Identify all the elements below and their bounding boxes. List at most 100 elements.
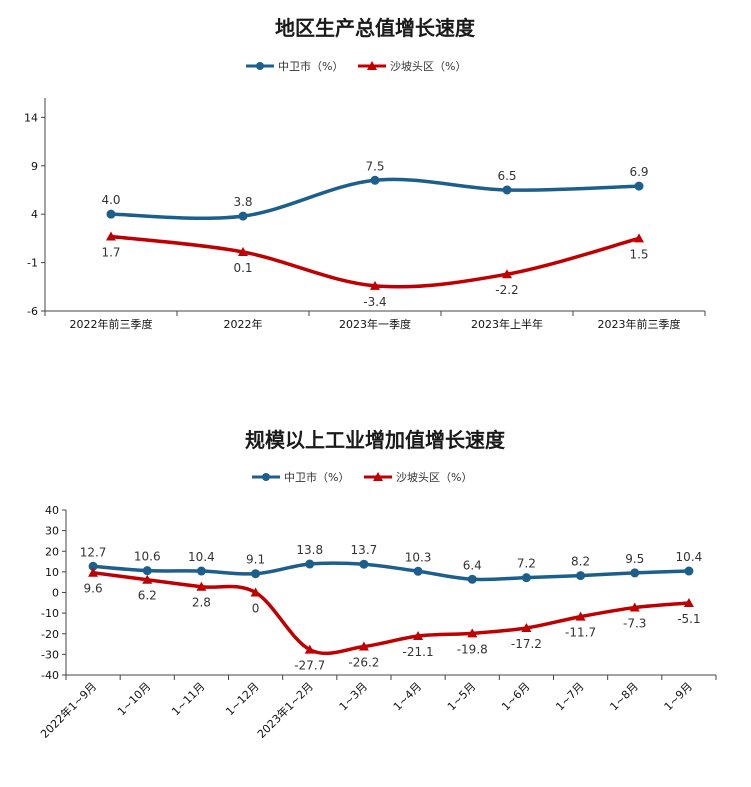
- chart1-legend-label-red: 沙坡头区（%）: [390, 60, 466, 73]
- data-point: [142, 574, 153, 584]
- data-point: [106, 231, 116, 241]
- x-tick-label: 1~4月: [391, 680, 424, 713]
- x-tick-label: 2023年1~2月: [254, 679, 316, 741]
- data-point: [575, 611, 586, 621]
- y-tick-label: 20: [45, 545, 59, 558]
- data-point: [413, 566, 423, 576]
- data-label: -11.7: [565, 626, 596, 640]
- y-tick-label: -6: [27, 305, 38, 318]
- data-label: 2.8: [192, 596, 211, 610]
- data-point: [634, 233, 644, 243]
- data-label: -21.1: [403, 645, 434, 659]
- data-label: 10.4: [676, 550, 703, 564]
- x-tick-label: 1~12月: [223, 680, 261, 718]
- data-point: [502, 185, 512, 195]
- x-tick-label: 1~3月: [337, 680, 370, 713]
- data-label: 9.1: [246, 553, 265, 567]
- data-point: [683, 598, 694, 608]
- data-point: [684, 566, 694, 576]
- chart1-legend: 中卫市（%） 沙坡头区（%）: [246, 59, 466, 73]
- data-label: -7.3: [623, 617, 646, 631]
- x-tick-label: 2023年一季度: [339, 317, 411, 331]
- x-tick-label: 1~5月: [445, 680, 478, 713]
- data-label: 13.8: [296, 543, 323, 557]
- y-tick-label: 30: [45, 525, 59, 538]
- y-tick-label: 4: [31, 208, 38, 221]
- data-label: -26.2: [348, 656, 379, 670]
- data-label: 12.7: [80, 545, 107, 559]
- y-tick-label: -20: [41, 628, 59, 641]
- data-label: -27.7: [294, 659, 325, 673]
- data-label: 0.1: [233, 261, 252, 275]
- data-label: 7.5: [365, 159, 384, 173]
- data-point: [467, 574, 477, 584]
- x-tick-label: 1~9月: [662, 680, 695, 713]
- x-tick-label: 2023年前三季度: [598, 317, 681, 331]
- chart1-title: 地区生产总值增长速度: [275, 16, 476, 40]
- industry-growth-chart: 规模以上工业增加值增长速度 中卫市（%） 沙坡头区（%） 40 30 20 10 0 -1…: [38, 428, 717, 741]
- y-tick-label: 10: [45, 566, 59, 579]
- x-tick-label: 1~6月: [499, 680, 532, 713]
- data-point: [304, 644, 315, 654]
- data-point: [250, 587, 261, 597]
- y-tick-label: 40: [45, 504, 59, 517]
- x-tick-label: 2023年上半年: [471, 317, 543, 331]
- data-label: -2.2: [495, 283, 518, 297]
- x-tick-label: 1~7月: [553, 680, 586, 713]
- data-point: [413, 631, 424, 641]
- data-point: [359, 559, 369, 569]
- x-tick-label: 2022年1~9月: [38, 679, 100, 741]
- series-line-shapotou: [91, 570, 691, 656]
- chart1-series: 4.0 3.8 7.5 6.5 6.9 1.7 0.1 -3.4 -2.2 1.5: [101, 159, 648, 309]
- data-label: 9.5: [625, 552, 644, 566]
- chart2-title: 规模以上工业增加值增长速度: [245, 428, 506, 452]
- data-label: 3.8: [233, 195, 252, 209]
- data-point: [521, 622, 532, 632]
- data-point: [196, 566, 206, 576]
- x-tick-label: 1~11月: [169, 680, 207, 718]
- data-label: 1.7: [101, 245, 120, 259]
- y-tick-label: -1: [27, 257, 38, 270]
- chart2-legend: 中卫市（%） 沙坡头区（%）: [252, 470, 472, 484]
- data-label: 8.2: [571, 555, 590, 569]
- x-tick-label: 2022年前三季度: [70, 317, 153, 331]
- data-point: [467, 628, 478, 638]
- gdp-growth-chart: 地区生产总值增长速度 中卫市（%） 沙坡头区（%） 14 9 4 -1 -6 2022年…: [24, 16, 706, 331]
- chart1-legend-marker-red: [367, 61, 377, 70]
- y-tick-label: 9: [31, 160, 38, 173]
- x-tick-label: 2022年: [224, 317, 263, 331]
- data-label: 6.2: [138, 589, 157, 603]
- chart2-legend-label-red: 沙坡头区（%）: [396, 471, 472, 484]
- data-point: [305, 559, 315, 569]
- data-point: [142, 566, 152, 576]
- data-label: -17.2: [511, 637, 542, 651]
- x-tick-label: 1~8月: [607, 680, 640, 713]
- data-point: [251, 569, 261, 579]
- chart1-x-ticks: 2022年前三季度 2022年 2023年一季度 2023年上半年 2023年前三季度: [44, 311, 706, 331]
- chart2-legend-label-blue: 中卫市（%）: [284, 470, 349, 484]
- data-label: 10.4: [188, 550, 215, 564]
- data-label: 1.5: [629, 247, 648, 261]
- data-point: [88, 561, 98, 571]
- y-tick-label: 14: [24, 111, 38, 124]
- data-label: -19.8: [457, 642, 488, 656]
- data-label: 4.0: [101, 193, 120, 207]
- data-label: 10.3: [405, 550, 432, 564]
- data-point: [106, 209, 116, 219]
- chart1-legend-label-blue: 中卫市（%）: [278, 59, 343, 73]
- data-point: [238, 211, 248, 221]
- data-label: 0: [252, 602, 260, 616]
- data-point: [634, 181, 644, 191]
- data-label: -5.1: [677, 612, 700, 626]
- data-label: 10.6: [134, 550, 161, 564]
- series-line-shapotou: [109, 234, 641, 289]
- data-point: [88, 567, 99, 577]
- series-line-zhongwei: [109, 177, 641, 220]
- data-label: 6.5: [497, 169, 516, 183]
- y-tick-label: 0: [52, 587, 59, 600]
- data-point: [358, 641, 369, 651]
- data-point: [630, 568, 640, 578]
- series-line-zhongwei: [91, 561, 691, 582]
